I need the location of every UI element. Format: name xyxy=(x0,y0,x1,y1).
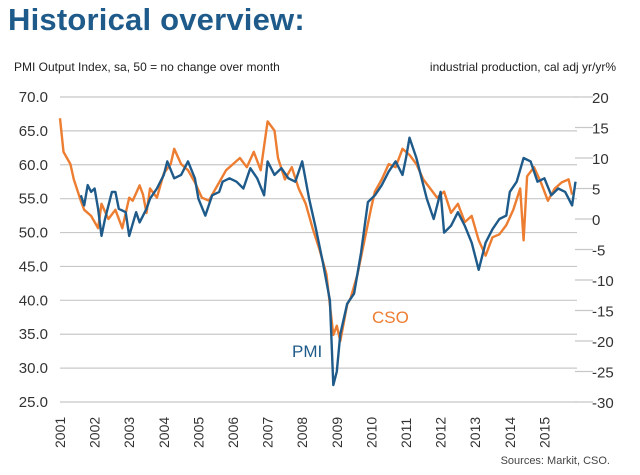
right-tick-label: -15 xyxy=(592,304,614,321)
left-tick-label: 50.0 xyxy=(19,225,48,242)
series-line-cso xyxy=(58,118,574,343)
x-tick-label: 2015 xyxy=(536,417,552,448)
x-axis-ticks: 2001 2002 2003 2004 2005 2006 2007 2008 2009 2010… xyxy=(52,417,552,448)
series-label-cso: CSO xyxy=(372,308,409,327)
x-tick-label: 2002 xyxy=(87,417,103,448)
page-title: Historical overview: xyxy=(8,2,305,37)
x-tick-label: 2008 xyxy=(294,417,310,448)
x-tick-label: 2005 xyxy=(190,417,206,448)
left-tick-label: 60.0 xyxy=(19,157,48,174)
left-tick-label: 35.0 xyxy=(19,326,48,343)
x-tick-label: 2013 xyxy=(467,417,483,448)
left-tick-label: 70.0 xyxy=(19,89,48,106)
x-tick-label: 2010 xyxy=(363,417,379,448)
right-tick-label: 10 xyxy=(592,151,609,168)
right-tick-label: -5 xyxy=(592,243,605,260)
right-tick-label: -25 xyxy=(592,365,614,382)
right-tick-label: 5 xyxy=(592,182,600,199)
left-tick-label: 65.0 xyxy=(19,123,48,140)
right-tick-label: 20 xyxy=(592,90,609,107)
left-tick-label: 45.0 xyxy=(19,258,48,275)
right-tick-label: 0 xyxy=(592,212,600,229)
x-tick-label: 2003 xyxy=(121,417,137,448)
right-tick-label: -10 xyxy=(592,273,614,290)
series-lines xyxy=(58,118,577,387)
x-tick-label: 2012 xyxy=(433,417,449,448)
gridlines xyxy=(60,96,593,403)
x-tick-label: 2011 xyxy=(398,418,414,448)
x-tick-label: 2009 xyxy=(329,417,345,448)
x-tick-label: 2006 xyxy=(225,417,241,448)
left-axis-ticks: 70.0 65.0 60.0 55.0 50.0 45.0 40.0 35.0 30.0 25.0 xyxy=(19,89,48,411)
x-tick-label: 2007 xyxy=(260,417,276,448)
left-tick-label: 30.0 xyxy=(19,360,48,377)
right-axis-ticks: 20 15 10 5 0 -5 -10 -15 -20 -25 -30 xyxy=(592,90,614,412)
right-axis-title: industrial production, cal adj yr/yr% xyxy=(429,60,616,74)
source-note: Sources: Markit, CSO. xyxy=(500,455,610,467)
left-tick-label: 25.0 xyxy=(19,394,48,411)
left-axis-title: PMI Output Index, sa, 50 = no change ove… xyxy=(14,60,280,74)
x-tick-label: 2001 xyxy=(52,417,68,448)
series-label-pmi: PMI xyxy=(292,342,322,361)
right-tick-label: -30 xyxy=(592,395,614,412)
series-line-pmi xyxy=(79,136,577,387)
right-tick-label: 15 xyxy=(592,121,609,138)
left-tick-label: 40.0 xyxy=(19,292,48,309)
left-tick-label: 55.0 xyxy=(19,191,48,208)
series-labels: PMI CSO xyxy=(292,308,409,361)
x-tick-label: 2004 xyxy=(156,417,172,448)
x-tick-label: 2014 xyxy=(502,417,518,448)
right-tick-label: -20 xyxy=(592,334,614,351)
